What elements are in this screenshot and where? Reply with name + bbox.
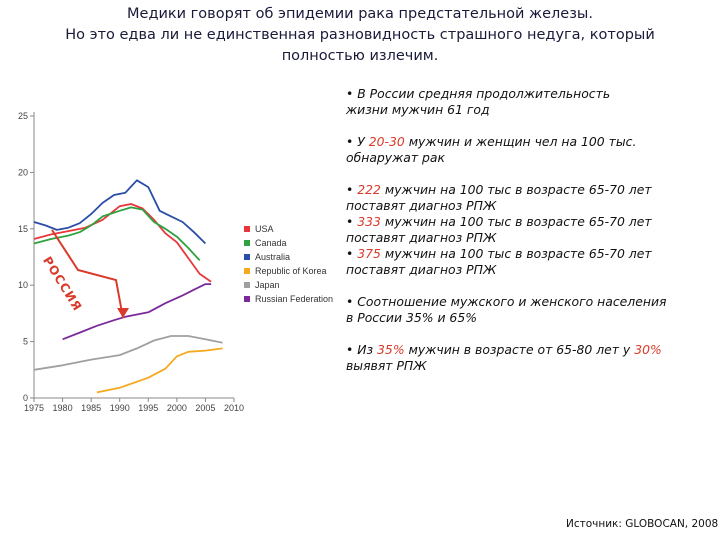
x-tick-label: 1995	[138, 403, 158, 413]
note-1-line-2: жизни мужчин 61 год	[346, 102, 490, 117]
y-tick-label: 5	[23, 337, 28, 347]
russia-arrow-outline	[51, 229, 124, 319]
note-7-line-2: выявят РПЖ	[346, 358, 427, 373]
note-text: • У	[346, 134, 369, 149]
title-line-3: полностью излечим.	[281, 48, 439, 64]
x-tick-label: 2010	[224, 403, 244, 413]
note-6-line-1: • Соотношение мужского и женского населе…	[346, 294, 667, 309]
note-text: мужчин на 100 тыс в возрасте 65-70 лет	[380, 246, 652, 261]
legend-label: Russian Federation	[255, 294, 333, 304]
note-highlight: 333	[357, 214, 381, 229]
x-tick-label: 1980	[53, 403, 73, 413]
legend-swatch	[244, 282, 250, 288]
legend-label: USA	[255, 224, 274, 234]
note-highlight: 222	[357, 182, 381, 197]
x-tick-label: 2005	[195, 403, 215, 413]
series-line-russian-federation	[62, 283, 212, 341]
note-7-line-1: • Из 35% мужчин в возрасте от 65-80 лет …	[346, 342, 718, 358]
y-tick-label: 20	[18, 167, 28, 177]
note-text: мужчин и женщин чел на 100 тыс.	[404, 134, 637, 149]
facts-list: • В России средняя продолжительность жиз…	[346, 86, 718, 374]
series-line-republic-of-korea	[96, 347, 223, 394]
x-tick-label: 1975	[24, 403, 44, 413]
title-line-1: Медики говорят об эпидемии рака предстат…	[127, 6, 593, 22]
legend-swatch	[244, 254, 250, 260]
note-6-line-2: в России 35% и 65%	[346, 310, 477, 325]
note-4-line-2: поставят диагноз РПЖ	[346, 230, 497, 245]
note-text: мужчин в возрасте от 65-80 лет у	[404, 342, 635, 357]
legend-swatch	[244, 226, 250, 232]
x-tick-label: 2000	[167, 403, 187, 413]
legend-swatch	[244, 268, 250, 274]
note-text: • Из	[346, 342, 378, 357]
y-tick-label: 15	[18, 224, 28, 234]
incidence-line-chart: 0 5 10 15 20 25 1975 1980 1985 1990 1995 2000 2005 20…	[18, 111, 333, 413]
note-2-line-2: обнаружат рак	[346, 150, 445, 165]
note-5-line-1: • 375 мужчин на 100 тыс в возрасте 65-70…	[346, 246, 718, 262]
note-text: •	[346, 246, 358, 261]
y-tick-label: 10	[18, 280, 28, 290]
x-tick-label: 1985	[81, 403, 101, 413]
x-tick-label: 1990	[110, 403, 130, 413]
legend-swatch	[244, 296, 250, 302]
note-highlight: 20-30	[368, 134, 405, 149]
chart-axes: 0 5 10 15 20 25 1975 1980 1985 1990 1995 2000 2005 20…	[18, 111, 244, 413]
note-text: мужчин на 100 тыс в возрасте 65-70 лет	[380, 182, 652, 197]
legend-label: Japan	[255, 280, 280, 290]
note-highlight: 30%	[634, 342, 662, 357]
y-tick-label: 25	[18, 111, 28, 121]
slide-title: Медики говорят об эпидемии рака предстат…	[0, 4, 720, 67]
note-highlight: 35%	[377, 342, 405, 357]
legend-swatch	[244, 240, 250, 246]
note-4-line-1: • 333 мужчин на 100 тыс в возрасте 65-70…	[346, 214, 718, 230]
series-line-canada	[33, 206, 201, 262]
note-3-line-1: • 222 мужчин на 100 тыс в возрасте 65-70…	[346, 182, 718, 198]
note-text: мужчин на 100 тыс в возрасте 65-70 лет	[380, 214, 652, 229]
russia-arrow	[51, 229, 129, 319]
legend-label: Canada	[255, 238, 287, 248]
note-highlight: 375	[357, 246, 381, 261]
title-line-2: Но это едва ли не единственная разновидн…	[65, 27, 655, 43]
legend-label: Australia	[255, 252, 290, 262]
note-1-line-1: • В России средняя продолжительность	[346, 86, 611, 101]
series-line-usa	[33, 203, 212, 283]
source-credit: Источник: GLOBOCAN, 2008	[566, 518, 719, 530]
y-tick-label: 0	[23, 393, 28, 403]
note-5-line-2: поставят диагноз РПЖ	[346, 262, 497, 277]
series-line-australia	[33, 179, 207, 245]
series-line-japan	[33, 335, 223, 371]
legend-label: Republic of Korea	[255, 266, 327, 276]
chart-series	[33, 179, 223, 394]
russia-arrow-head	[117, 308, 129, 318]
note-text: •	[346, 182, 358, 197]
chart-legend: USA Canada Australia Republic of Korea Japan…	[244, 224, 333, 304]
note-3-line-2: поставят диагноз РПЖ	[346, 198, 497, 213]
note-text: •	[346, 214, 358, 229]
note-2-line-1: • У 20-30 мужчин и женщин чел на 100 тыс…	[346, 134, 718, 150]
